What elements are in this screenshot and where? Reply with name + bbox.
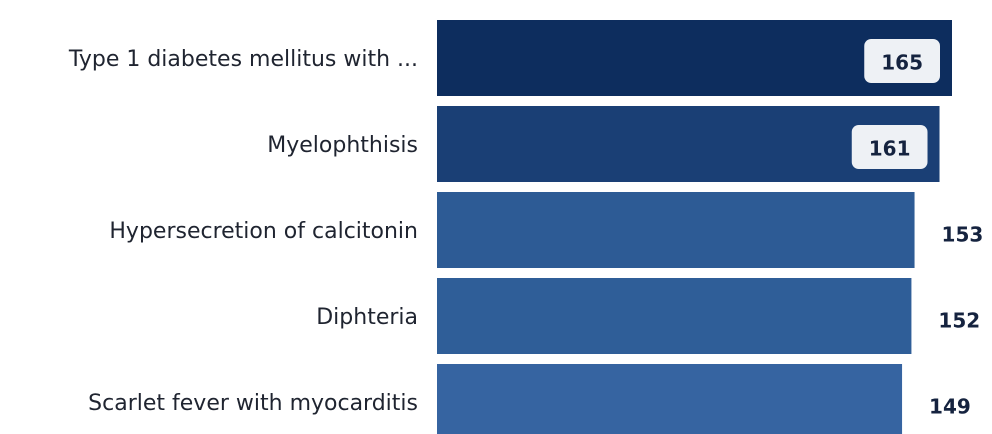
category-label: Diphteria [316,305,418,330]
bar [437,278,912,354]
value-badge [851,125,928,169]
value-label: 161 [869,137,911,161]
bar [437,364,903,434]
value-label: 165 [881,51,923,75]
value-label: 152 [938,309,980,333]
category-label: Scarlet fever with myocarditis [88,391,418,416]
category-label: Hypersecretion of calcitonin [109,219,418,244]
value-label: 149 [929,395,971,419]
value-badge [864,39,940,83]
category-label: Type 1 diabetes mellitus with ... [68,47,418,72]
value-label: 153 [942,223,984,247]
bar [437,192,915,268]
category-label: Myelophthisis [267,133,418,158]
